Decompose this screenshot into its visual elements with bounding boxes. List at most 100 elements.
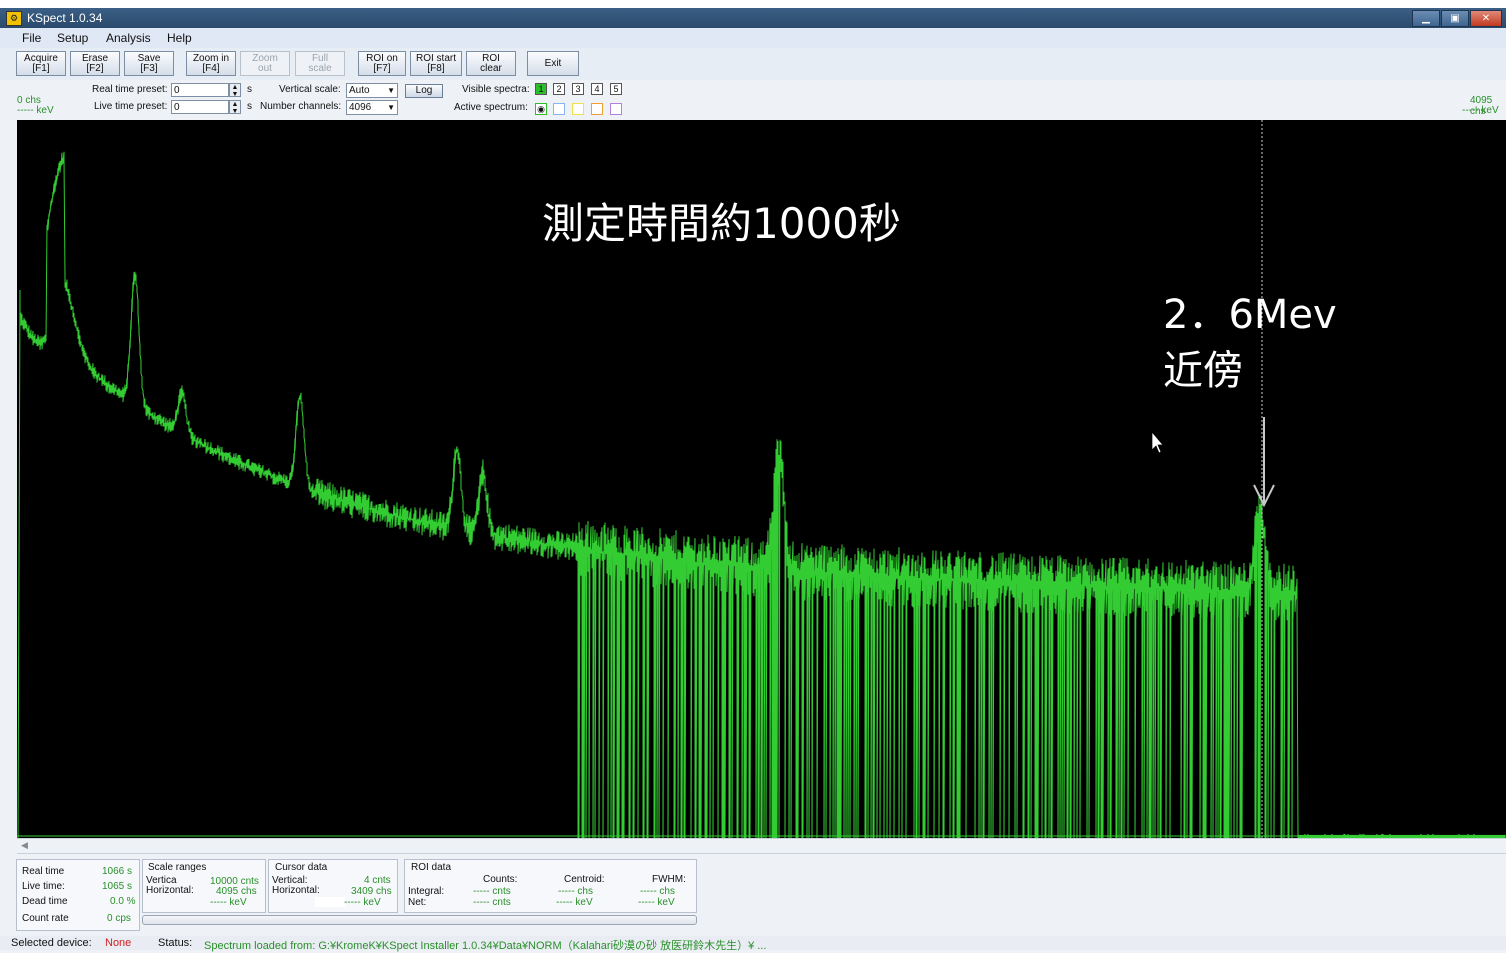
dead-time-label: Dead time xyxy=(22,896,68,907)
active-spectrum-2-radio[interactable] xyxy=(553,103,565,115)
cursor-horizontal-label: Horizontal: xyxy=(272,885,320,896)
energy-annotation-line1: 2．6Mev xyxy=(1163,292,1337,338)
live-time-preset-input[interactable]: 0 xyxy=(171,100,229,114)
live-time-value: 1065 s xyxy=(102,881,133,892)
dead-time-value: 0.0 % xyxy=(110,896,136,907)
cursor-horizontal-value: 3409 chs xyxy=(351,886,392,897)
vertical-scale-select[interactable]: Auto ▼ xyxy=(346,83,398,98)
roi-centroid-chs: ----- chs xyxy=(558,886,593,897)
scale-vertical-value: 10000 cnts xyxy=(210,876,259,887)
roi-clear-button[interactable]: ROI clear xyxy=(466,51,516,76)
selected-device-label: Selected device: xyxy=(11,937,92,949)
kspect-app-icon: ⚙ xyxy=(6,11,22,26)
menu-bar: File Setup Analysis Help xyxy=(0,28,1506,49)
spectrum-line xyxy=(17,151,1506,838)
zoom-out-button[interactable]: Zoom out xyxy=(240,51,290,76)
live-time-unit: s xyxy=(247,101,252,112)
real-time-spin-icon[interactable]: ▲ ▼ xyxy=(229,83,241,98)
window-titlebar: ⚙ KSpect 1.0.34 ▁ ▣ ✕ xyxy=(0,8,1506,28)
horizontal-scrollbar[interactable]: ◀ xyxy=(17,838,1506,854)
scale-vertical-label: Vertica xyxy=(146,875,177,886)
acquire-button[interactable]: Acquire [F1] xyxy=(16,51,66,76)
active-spectrum-4-radio[interactable] xyxy=(591,103,603,115)
left-axis-kev: ----- keV xyxy=(17,105,54,116)
menu-setup[interactable]: Setup xyxy=(57,31,89,45)
minimize-icon[interactable]: ▁ xyxy=(1412,10,1440,27)
active-spectrum-5-radio[interactable] xyxy=(610,103,622,115)
menu-file[interactable]: File xyxy=(22,31,42,45)
active-spectrum-3-radio[interactable] xyxy=(572,103,584,115)
cursor-vertical-label: Vertical: xyxy=(272,875,308,886)
roi-net-counts: ----- cnts xyxy=(473,897,511,908)
live-time-label: Live time: xyxy=(22,881,65,892)
zoom-in-button[interactable]: Zoom in [F4] xyxy=(186,51,236,76)
scroll-left-icon: ◀ xyxy=(21,840,28,850)
vertical-scale-label: Vertical scale: xyxy=(279,84,341,95)
toolbar: Acquire [F1] Erase [F2] Save [F3] Zoom in [F… xyxy=(0,48,1506,81)
roi-centroid-kev: ----- keV xyxy=(556,897,593,908)
menu-analysis[interactable]: Analysis xyxy=(106,31,151,45)
cursor-data-title: Cursor data xyxy=(275,862,328,873)
scale-kev-value: ----- keV xyxy=(210,897,247,908)
acquisition-progress-bar xyxy=(142,915,697,925)
scale-ranges-panel xyxy=(142,859,266,913)
cursor-vertical-value: 4 cnts xyxy=(364,875,391,886)
visible-spectrum-5-checkbox[interactable]: 5 xyxy=(610,83,622,95)
spectrum-plot[interactable]: 測定時間約1000秒 2．6Mev 近傍 xyxy=(17,120,1506,838)
number-channels-select[interactable]: 4096 ▼ xyxy=(346,100,398,115)
acquisition-stats-panel xyxy=(16,859,140,931)
window-title: KSpect 1.0.34 xyxy=(27,11,103,25)
spectrum-trace xyxy=(17,120,1506,838)
exit-button[interactable]: Exit xyxy=(527,51,579,76)
roi-fwhm-kev: ----- keV xyxy=(638,897,675,908)
maximize-icon[interactable]: ▣ xyxy=(1441,10,1469,27)
count-rate-label: Count rate xyxy=(22,913,69,924)
screen-top-strip xyxy=(0,0,1506,8)
controls-row: 0 chs ----- keV Real time preset: 0 ▲ ▼ s… xyxy=(0,80,1506,120)
menu-help[interactable]: Help xyxy=(167,31,192,45)
roi-data-title: ROI data xyxy=(411,862,452,873)
visible-spectra-label: Visible spectra: xyxy=(462,84,530,95)
roi-integral-counts: ----- cnts xyxy=(473,886,511,897)
log-button[interactable]: Log xyxy=(405,84,443,98)
erase-button[interactable]: Erase [F2] xyxy=(70,51,120,76)
left-axis-chs: 0 chs xyxy=(17,95,41,106)
real-time-label: Real time xyxy=(22,866,65,877)
roi-centroid-label: Centroid: xyxy=(564,874,605,885)
visible-spectrum-4-checkbox[interactable]: 4 xyxy=(591,83,603,95)
selected-device-value: None xyxy=(105,937,132,949)
roi-on-button[interactable]: ROI on [F7] xyxy=(358,51,406,76)
live-time-spin-icon[interactable]: ▲ ▼ xyxy=(229,100,241,115)
real-time-unit: s xyxy=(247,84,252,95)
roi-start-button[interactable]: ROI start [F8] xyxy=(410,51,462,76)
active-spectrum-label: Active spectrum: xyxy=(454,102,528,113)
energy-annotation-line2: 近傍 xyxy=(1163,348,1243,394)
scale-ranges-title: Scale ranges xyxy=(148,862,207,873)
scale-horizontal-label: Horizontal: xyxy=(146,885,194,896)
count-rate-value: 0 cps xyxy=(107,913,131,924)
chevron-down-icon: ▼ xyxy=(387,103,395,112)
chevron-down-icon: ▼ xyxy=(387,86,395,95)
live-time-preset-label: Live time preset: xyxy=(94,101,168,112)
active-spectrum-1-radio[interactable]: ◉ xyxy=(535,103,547,115)
real-time-preset-label: Real time preset: xyxy=(92,84,168,95)
visible-spectrum-2-checkbox[interactable]: 2 xyxy=(553,83,565,95)
status-value: Spectrum loaded from: G:¥KromeK¥KSpect I… xyxy=(204,940,767,952)
real-time-preset-input[interactable]: 0 xyxy=(171,83,229,97)
status-bar: Selected device: None Status: Spectrum l… xyxy=(0,936,1506,952)
close-icon[interactable]: ✕ xyxy=(1470,10,1502,27)
roi-data-panel xyxy=(404,859,697,913)
visible-spectrum-3-checkbox[interactable]: 3 xyxy=(572,83,584,95)
cursor-kev-value: ----- keV xyxy=(344,897,381,908)
roi-fwhm-label: FWHM: xyxy=(652,874,686,885)
measurement-time-annotation: 測定時間約1000秒 xyxy=(542,199,901,248)
roi-counts-label: Counts: xyxy=(483,874,518,885)
full-scale-button[interactable]: Full scale xyxy=(295,51,345,76)
save-button[interactable]: Save [F3] xyxy=(124,51,174,76)
visible-spectrum-1-checkbox[interactable]: 1 xyxy=(535,83,547,95)
number-channels-label: Number channels: xyxy=(260,101,342,112)
scale-horizontal-value: 4095 chs xyxy=(216,886,257,897)
down-arrow-icon xyxy=(1253,484,1275,508)
roi-integral-label: Integral: xyxy=(408,886,445,897)
roi-fwhm-chs: ----- chs xyxy=(640,886,675,897)
